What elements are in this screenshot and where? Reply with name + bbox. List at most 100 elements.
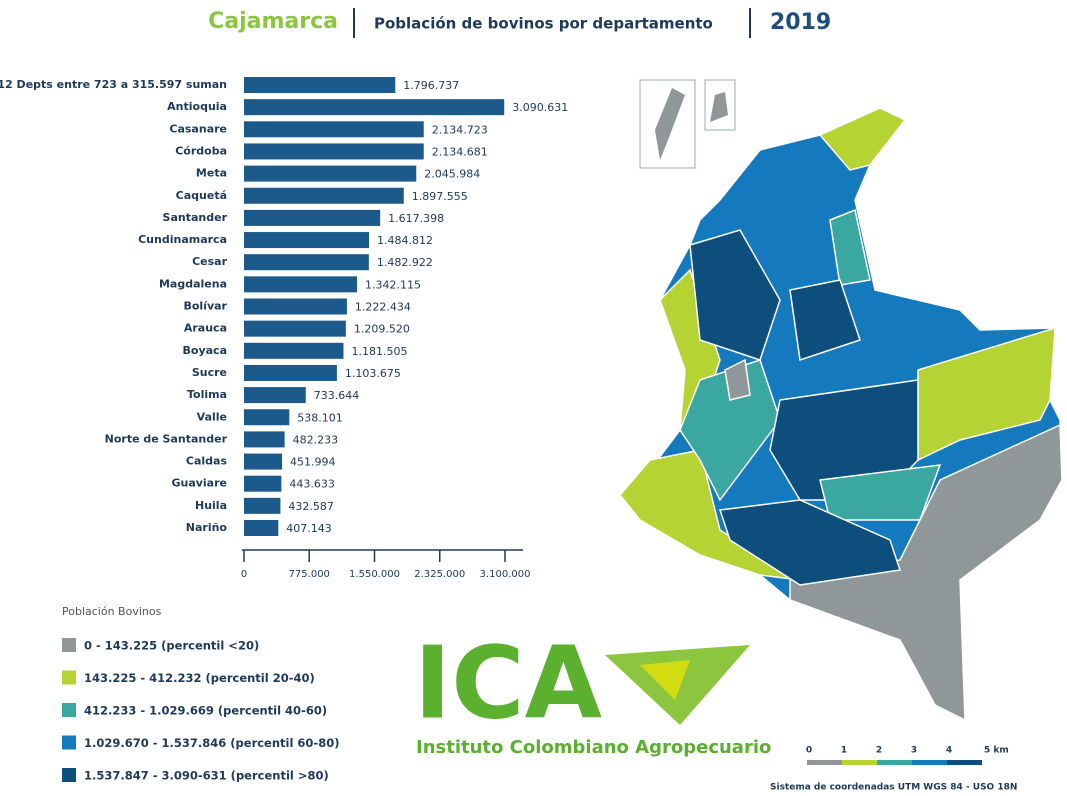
logo-subtitle: Instituto Colombiano Agropecuario — [416, 737, 771, 758]
value-label: 443.633 — [289, 478, 335, 491]
y-tick-label: 12 Depts entre 723 a 315.597 suman — [0, 78, 227, 91]
bar — [244, 298, 347, 315]
legend-swatch — [62, 670, 76, 685]
y-tick-label: Meta — [196, 167, 227, 180]
value-label: 407.143 — [286, 522, 332, 535]
bar — [244, 99, 505, 116]
bar — [244, 364, 337, 381]
bar — [244, 254, 369, 271]
bar — [244, 276, 357, 293]
bar — [244, 409, 290, 426]
value-label: 2.045.984 — [424, 168, 480, 181]
y-tick-label: Bolívar — [183, 300, 227, 313]
scale-label: 2 — [876, 746, 882, 756]
map-region — [789, 423, 1063, 722]
bar — [244, 475, 282, 492]
year: 2019 — [770, 10, 831, 35]
value-label: 1.181.505 — [351, 345, 407, 358]
y-tick-label: Santander — [163, 211, 228, 224]
y-tick-label: Cundinamarca — [138, 233, 227, 246]
map-region — [724, 358, 751, 401]
y-tick-label: Tolima — [187, 388, 227, 401]
scale-label: 1 — [841, 746, 847, 756]
logo-mark — [640, 660, 690, 700]
map-region — [689, 229, 781, 361]
island — [710, 92, 728, 122]
bar — [244, 520, 279, 536]
bar — [244, 143, 424, 160]
bar — [244, 209, 381, 226]
bar — [244, 320, 346, 337]
value-label: 1.209.520 — [354, 323, 410, 336]
bar — [244, 232, 370, 249]
map-region — [829, 208, 871, 286]
subtitle: Población de bovinos por departamento — [374, 15, 713, 33]
bar — [244, 431, 285, 448]
x-tick-label: 1.550.000 — [349, 569, 400, 580]
y-tick-label: Norte de Santander — [105, 432, 228, 445]
scale-label: 3 — [911, 746, 917, 756]
legend-title: Población Bovinos — [62, 605, 162, 618]
title: Cajamarca — [208, 9, 338, 34]
bar — [244, 187, 404, 204]
map-region — [818, 107, 907, 171]
value-label: 482.233 — [293, 433, 339, 446]
value-label: 1.222.434 — [355, 301, 411, 314]
logo-name: ICA — [414, 624, 602, 741]
value-label: 538.101 — [297, 411, 343, 424]
scale-bar — [807, 760, 982, 765]
y-tick-label: Valle — [197, 410, 227, 423]
legend-label: 143.225 - 412.232 (percentil 20-40) — [84, 671, 315, 685]
value-label: 2.134.723 — [432, 123, 488, 136]
value-label: 1.617.398 — [388, 212, 444, 225]
value-label: 432.587 — [288, 500, 334, 513]
value-label: 451.994 — [290, 456, 336, 469]
map — [618, 79, 1063, 722]
scale-label: 5 km — [984, 746, 1009, 756]
ica-logo: ICA Instituto Colombiano Agropecuario — [414, 624, 771, 758]
value-label: 1.482.922 — [377, 256, 433, 269]
scale-segment — [912, 760, 947, 765]
y-tick-label: Magdalena — [159, 277, 227, 290]
bar — [244, 453, 283, 470]
x-tick-label: 2.325.000 — [414, 569, 465, 580]
scale-segment — [842, 760, 877, 765]
legend-swatch — [62, 638, 76, 652]
scale-label: 4 — [946, 746, 952, 756]
value-label: 1.796.737 — [403, 79, 459, 92]
bar — [244, 121, 424, 138]
bar — [244, 77, 396, 93]
scale-segment — [877, 760, 912, 765]
value-label: 1.484.812 — [377, 234, 433, 247]
legend-label: 1.029.670 - 1.537.846 (percentil 60-80) — [84, 736, 339, 750]
y-tick-label: Boyaca — [183, 344, 227, 357]
y-tick-label: Arauca — [184, 322, 227, 335]
y-tick-label: Córdoba — [175, 144, 227, 157]
scale-segment — [807, 760, 842, 765]
value-label: 1.103.675 — [345, 367, 401, 380]
x-tick-label: 775.000 — [289, 569, 330, 580]
x-tick-label: 0 — [241, 569, 247, 580]
value-label: 2.134.681 — [432, 145, 488, 158]
value-label: 733.644 — [314, 389, 360, 402]
x-tick-label: 3.100.000 — [480, 569, 531, 580]
map-region — [819, 464, 942, 521]
value-label: 3.090.631 — [512, 101, 568, 114]
bar — [244, 165, 417, 182]
footnote: Sistema de coordenadas UTM WGS 84 - USO … — [770, 783, 1017, 793]
legend-label: 0 - 143.225 (percentil <20) — [84, 639, 259, 653]
scale-label: 0 — [806, 746, 812, 756]
y-tick-label: Casanare — [169, 122, 227, 135]
map-region — [789, 279, 861, 361]
legend-label: 412.233 - 1.029.669 (percentil 40-60) — [84, 704, 327, 718]
bar — [244, 342, 344, 359]
island — [655, 88, 685, 160]
value-label: 1.897.555 — [412, 190, 468, 203]
y-tick-label: Huila — [195, 499, 227, 512]
legend-swatch — [62, 703, 76, 717]
bar — [244, 497, 281, 514]
legend-swatch — [62, 768, 76, 782]
y-tick-label: Guaviare — [171, 477, 227, 490]
